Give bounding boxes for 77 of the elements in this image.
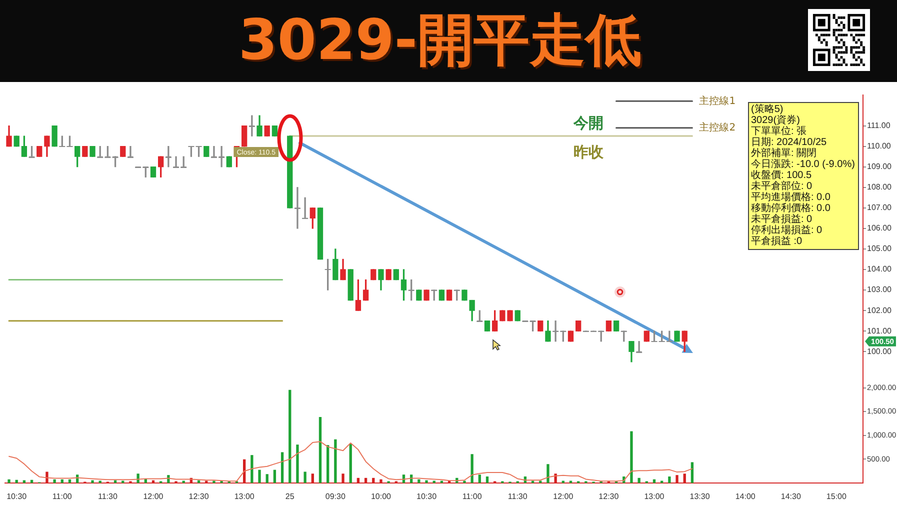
annotation: 停利出場損益: 0 bbox=[751, 225, 824, 236]
chart-title: 3029-開平走低 bbox=[237, 7, 643, 75]
x-tick-label: 12:00 bbox=[143, 492, 164, 502]
bar bbox=[250, 455, 254, 483]
bar bbox=[638, 478, 640, 483]
bar bbox=[652, 479, 656, 483]
bar bbox=[470, 454, 474, 483]
annotation: 平倉損益 :0 bbox=[751, 236, 804, 247]
bar bbox=[68, 479, 72, 483]
annotation: 今開 bbox=[572, 114, 604, 132]
x-tick-label: 11:00 bbox=[462, 492, 482, 502]
x-tick-label: 11:30 bbox=[508, 492, 528, 502]
annotation: 未平倉部位: 0 bbox=[751, 181, 814, 192]
bar bbox=[668, 476, 671, 483]
bar bbox=[288, 390, 292, 483]
series-label: 主控線2 bbox=[699, 121, 736, 134]
x-tick-label: 10:00 bbox=[370, 492, 392, 502]
bar bbox=[486, 476, 489, 483]
x-tick-label: 13:30 bbox=[690, 492, 710, 502]
x-tick-label: 12:30 bbox=[598, 492, 620, 502]
annotation: 收盤價: 100.5 bbox=[751, 170, 813, 181]
x-tick-label: 12:00 bbox=[553, 492, 574, 502]
annotation: 3029(資券) bbox=[751, 115, 801, 126]
bar bbox=[318, 416, 322, 483]
bar bbox=[304, 472, 306, 483]
bar bbox=[690, 462, 694, 483]
annotation: 今日漲跌: -10.0 (-9.0%) bbox=[751, 159, 855, 170]
y-tick-label: 107.00 bbox=[867, 203, 892, 212]
x-tick-label: 10:30 bbox=[6, 492, 28, 502]
bar bbox=[418, 479, 420, 483]
x-tick-label: 14:00 bbox=[735, 492, 756, 502]
bar bbox=[425, 480, 428, 483]
bar bbox=[296, 444, 299, 483]
y-tick-label: 102.00 bbox=[867, 306, 892, 315]
annotation: (策略5) bbox=[751, 104, 784, 115]
bar bbox=[478, 474, 481, 483]
annotation: 移動停利價格: 0.0 bbox=[751, 203, 832, 214]
x-tick-label: 14:30 bbox=[780, 492, 802, 502]
bar bbox=[349, 444, 352, 483]
y-tick-label: 108.00 bbox=[867, 182, 892, 192]
bar bbox=[8, 479, 10, 483]
bar bbox=[60, 479, 64, 483]
x-tick-label: 25 bbox=[285, 492, 295, 502]
x-tick-label: 10:30 bbox=[416, 492, 438, 502]
y-tick-label: 106.00 bbox=[867, 224, 892, 233]
bar bbox=[280, 452, 284, 483]
y-tick-label: 103.00 bbox=[867, 285, 892, 294]
bar bbox=[334, 439, 337, 483]
y-tick-label: 104.00 bbox=[867, 264, 892, 274]
bar bbox=[266, 474, 268, 483]
x-tick-label: 09:30 bbox=[325, 492, 346, 502]
x-tick-label: 11:30 bbox=[98, 492, 118, 502]
bar bbox=[326, 445, 330, 483]
x-tick-label: 13:00 bbox=[644, 492, 665, 502]
x-tick-label: 13:00 bbox=[234, 492, 255, 502]
annotation: 昨收 bbox=[574, 142, 605, 161]
y-tick-label: 101.00 bbox=[867, 326, 892, 336]
x-tick-label: 11:00 bbox=[52, 492, 72, 502]
bar bbox=[273, 470, 276, 483]
y-tick-label: 111.00 bbox=[867, 120, 891, 130]
annotation: 平均進場價格: 0.0 bbox=[751, 192, 832, 203]
y-tick-label: 100.00 bbox=[867, 346, 892, 356]
annotation: 下單單位: 張 bbox=[751, 126, 808, 137]
y-tick-label: 105.00 bbox=[867, 244, 892, 254]
y-tick-label: 109.00 bbox=[867, 162, 892, 172]
bar bbox=[546, 464, 550, 483]
y-tick-label: 110.00 bbox=[867, 142, 892, 151]
bar bbox=[258, 470, 261, 483]
bar bbox=[53, 479, 56, 483]
bar bbox=[91, 480, 94, 483]
series-label: 主控線1 bbox=[699, 94, 736, 107]
annotation: 未平倉損益: 0 bbox=[751, 214, 814, 225]
annotation: 外部補單: 關閉 bbox=[751, 148, 818, 159]
bar bbox=[630, 431, 633, 483]
x-tick-label: 15:00 bbox=[826, 492, 847, 502]
x-tick-label: 12:30 bbox=[188, 492, 210, 502]
annotation: 日期: 2024/10/25 bbox=[751, 137, 828, 148]
